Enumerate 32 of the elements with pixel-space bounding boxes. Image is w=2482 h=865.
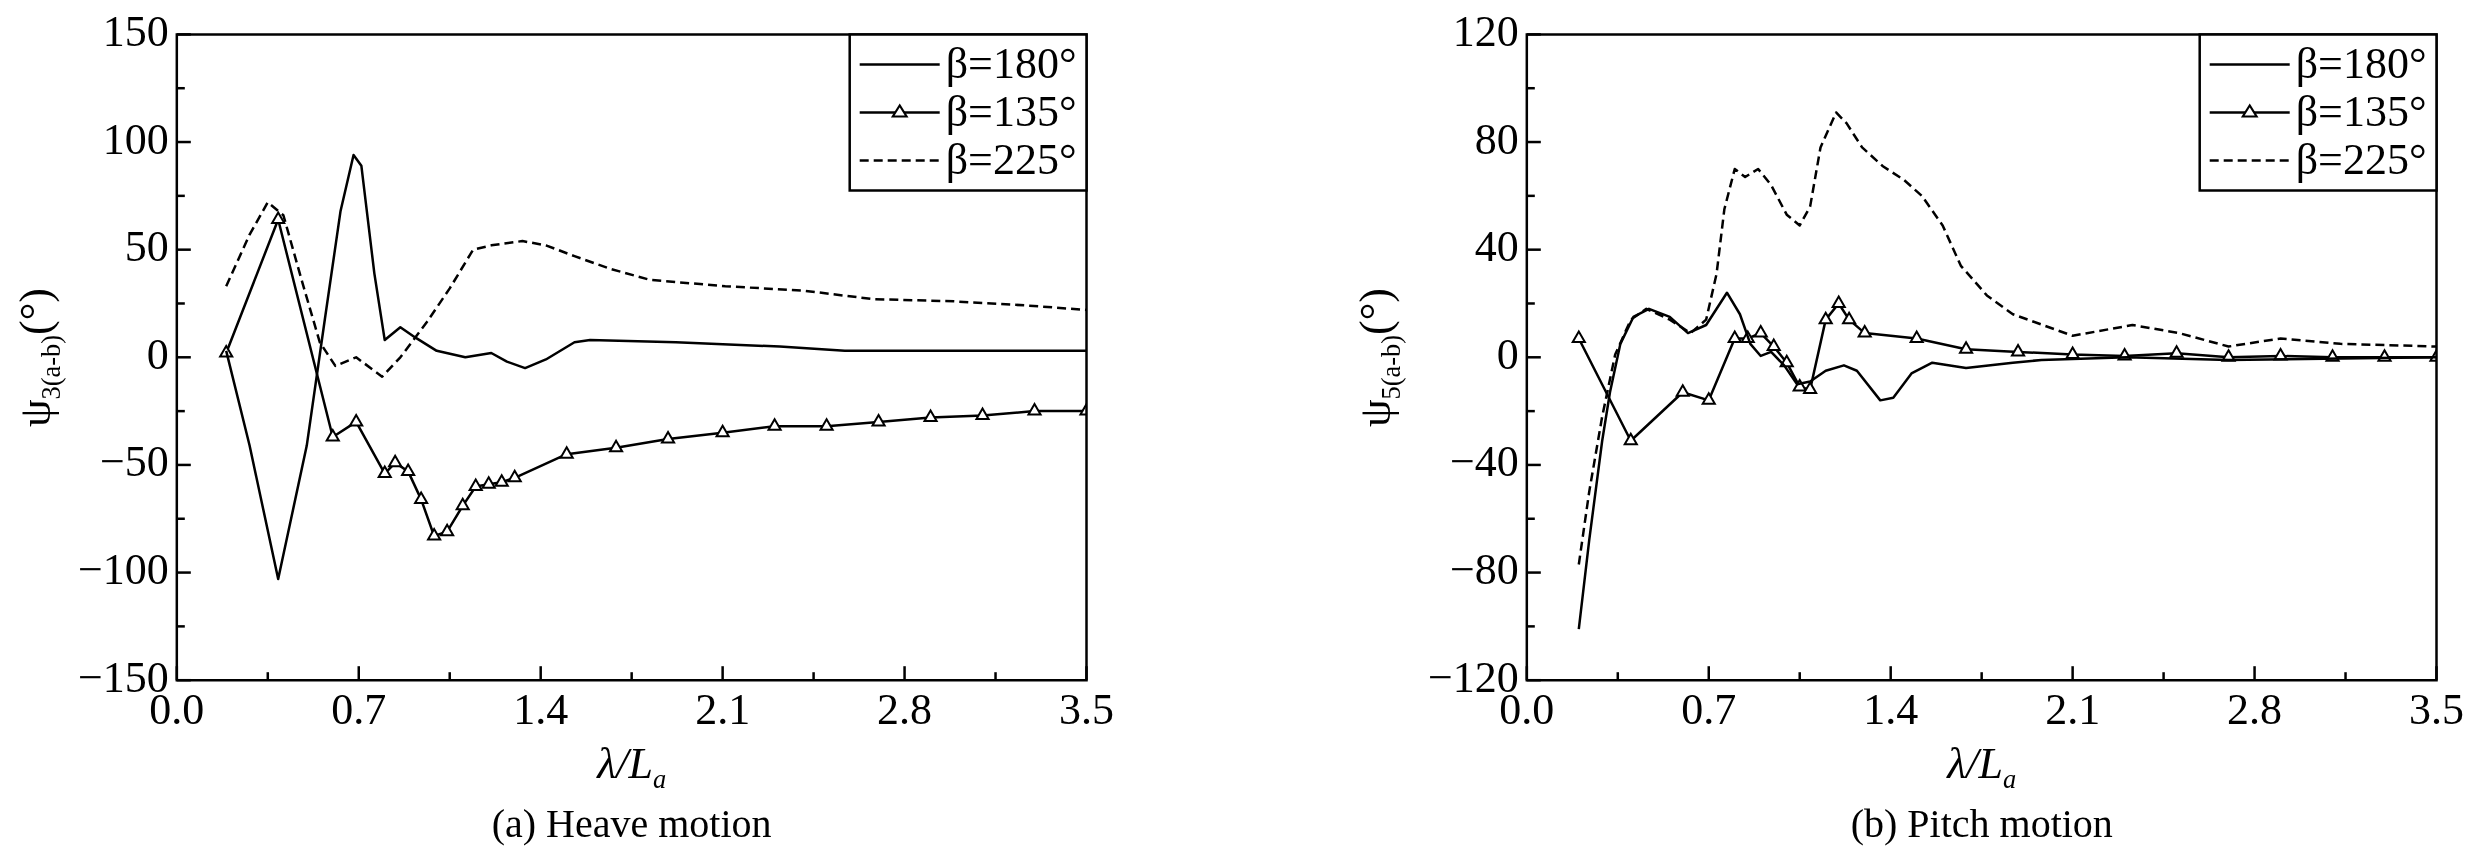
legend-label: β=180°	[945, 38, 1077, 88]
x-tick-label: 2.1	[695, 685, 751, 735]
y-tick-label: 120	[1452, 6, 1519, 56]
x-tick-label: 1.4	[1863, 685, 1919, 735]
x-tick-label: 3.5	[1059, 685, 1114, 735]
y-tick-label: 100	[102, 114, 169, 164]
x-axis-title: λ/L$_{a}$	[1947, 738, 2017, 795]
legend-label: β=225°	[2295, 134, 2427, 184]
x-tick-label: 2.8	[877, 685, 933, 735]
x-tick-label: 3.5	[2409, 685, 2464, 735]
y-tick-label: −100	[77, 545, 169, 595]
x-tick-label: 0.7	[331, 685, 387, 735]
y-tick-label: −80	[1449, 545, 1519, 595]
legend-label: β=135°	[945, 86, 1077, 136]
text: (b) Pitch motion	[1850, 800, 2113, 847]
y-tick-label: 0	[146, 329, 169, 379]
x-axis-title: λ/L$_{a}$	[597, 738, 667, 795]
legend-label: β=135°	[2295, 86, 2427, 136]
y-tick-label: 0	[1496, 329, 1519, 379]
legend-label: β=180°	[2295, 38, 2427, 88]
y-tick-label: 80	[1474, 114, 1519, 164]
x-tick-label: 2.8	[2227, 685, 2283, 735]
x-tick-label: 0.7	[1681, 685, 1737, 735]
y-tick-label: 40	[1474, 222, 1519, 272]
text: (a) Heave motion	[491, 800, 772, 847]
y-tick-label: −50	[99, 437, 169, 487]
x-tick-label: 1.4	[513, 685, 569, 735]
y-tick-label: 150	[102, 6, 169, 56]
y-tick-label: 50	[124, 222, 169, 272]
y-tick-label: −40	[1449, 437, 1519, 487]
legend-label: β=225°	[945, 134, 1077, 184]
x-tick-label: 2.1	[2045, 685, 2101, 735]
